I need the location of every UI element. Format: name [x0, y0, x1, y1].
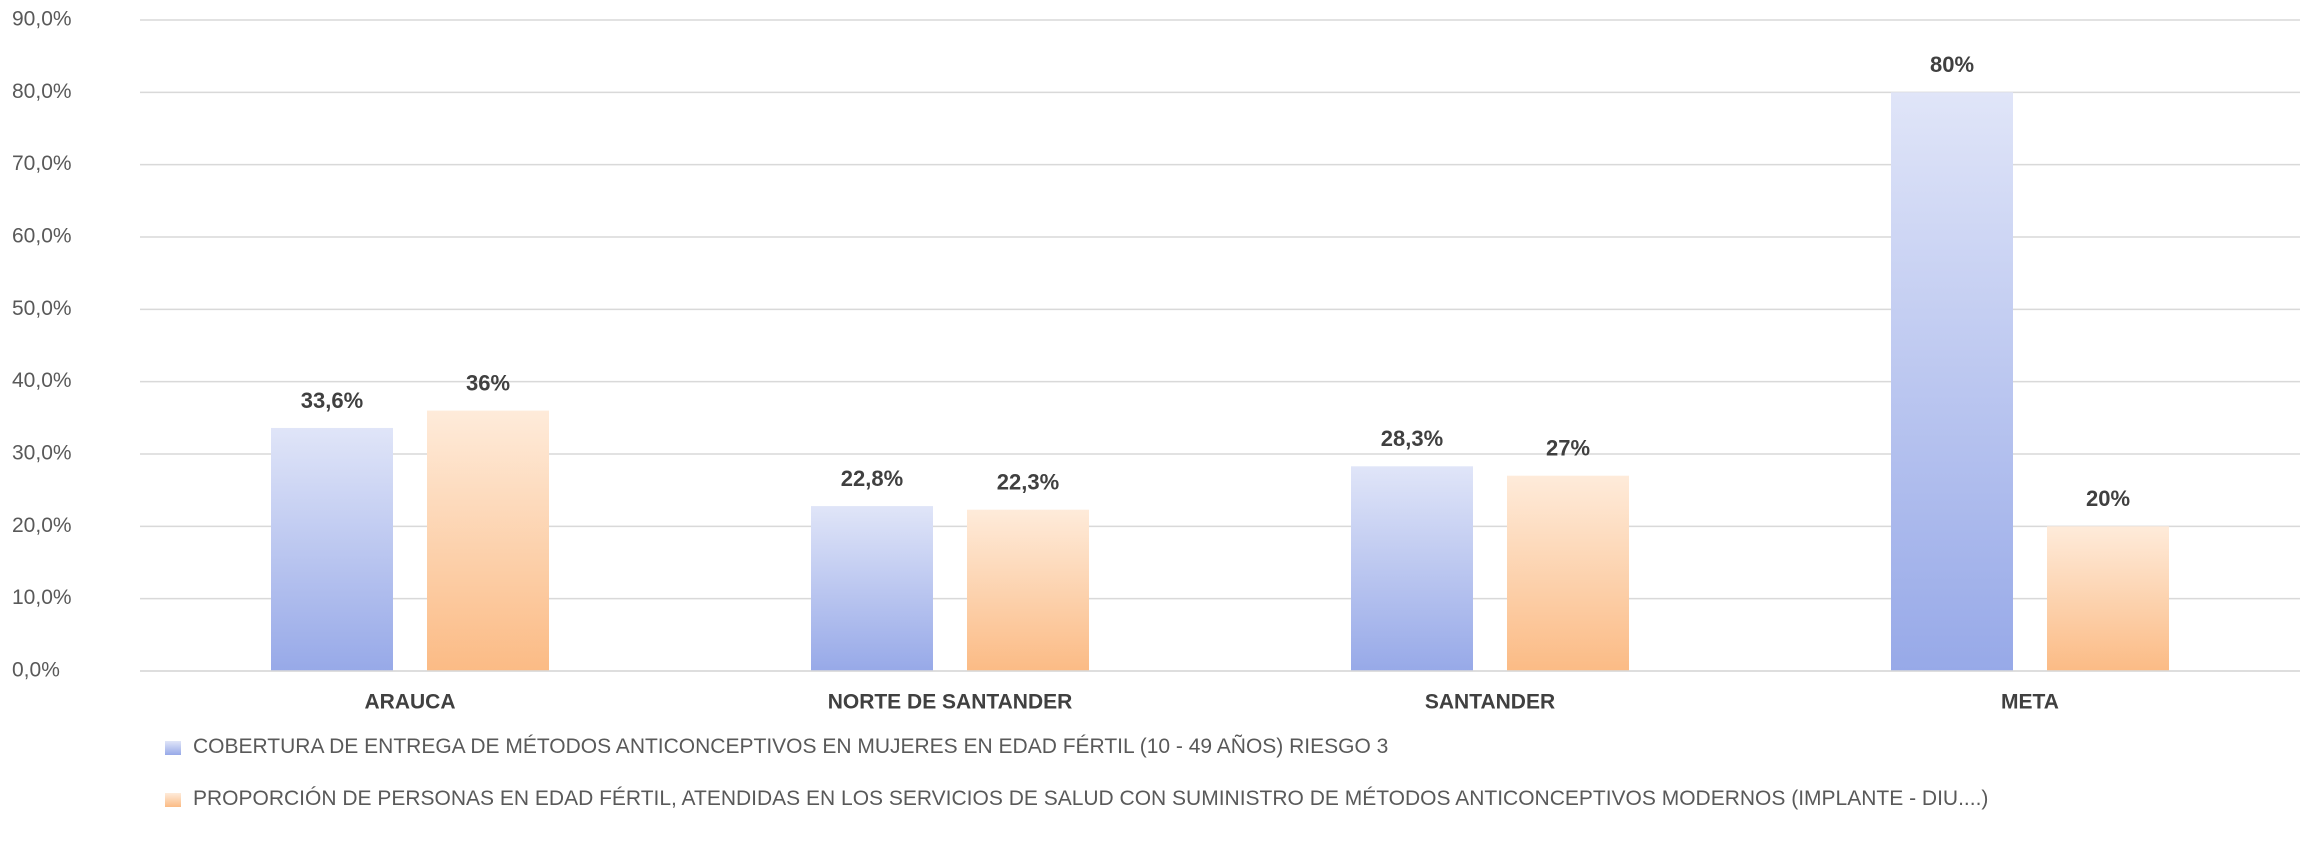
y-tick-label: 60,0%	[12, 225, 72, 248]
bar	[1507, 475, 1629, 671]
x-tick-label: ARAUCA	[365, 691, 456, 714]
y-tick-label: 50,0%	[12, 297, 72, 320]
bar	[811, 506, 933, 671]
data-label: 28,3%	[1381, 426, 1443, 451]
legend-label: COBERTURA DE ENTREGA DE MÉTODOS ANTICONC…	[193, 735, 1389, 758]
data-label: 33,6%	[301, 388, 363, 413]
y-tick-label: 90,0%	[12, 8, 72, 31]
legend-item: PROPORCIÓN DE PERSONAS EN EDAD FÉRTIL, A…	[165, 784, 2255, 814]
y-tick-label: 10,0%	[12, 586, 72, 609]
data-label: 36%	[466, 370, 510, 395]
legend-swatch	[165, 741, 181, 755]
y-tick-label: 70,0%	[12, 152, 72, 175]
legend-label: PROPORCIÓN DE PERSONAS EN EDAD FÉRTIL, A…	[193, 787, 1989, 810]
y-tick-label: 40,0%	[12, 369, 72, 392]
data-label: 27%	[1546, 436, 1590, 461]
bar	[967, 509, 1089, 671]
legend-swatch	[165, 793, 181, 807]
bar	[1891, 92, 2013, 672]
chart: 0,0% 10,0% 20,0% 30,0% 40,0% 50,0% 60,0% 70,0% 8…	[12, 8, 2300, 714]
data-label: 22,3%	[997, 470, 1059, 495]
y-tick-label: 80,0%	[12, 80, 72, 103]
bar	[427, 410, 549, 671]
bar	[271, 427, 393, 671]
legend-item: COBERTURA DE ENTREGA DE MÉTODOS ANTICONC…	[165, 732, 2255, 762]
data-label: 22,8%	[841, 466, 903, 491]
bar	[1351, 466, 1473, 671]
data-label: 80%	[1930, 52, 1974, 77]
x-tick-label: META	[2001, 691, 2059, 714]
y-tick-label: 0,0%	[12, 659, 60, 682]
legend: COBERTURA DE ENTREGA DE MÉTODOS ANTICONC…	[165, 732, 2255, 836]
bar	[2047, 526, 2169, 671]
data-label: 20%	[2086, 486, 2130, 511]
x-tick-label: SANTANDER	[1425, 691, 1555, 714]
y-tick-label: 20,0%	[12, 514, 72, 537]
x-tick-label: NORTE DE SANTANDER	[828, 691, 1073, 714]
y-tick-label: 30,0%	[12, 442, 72, 465]
